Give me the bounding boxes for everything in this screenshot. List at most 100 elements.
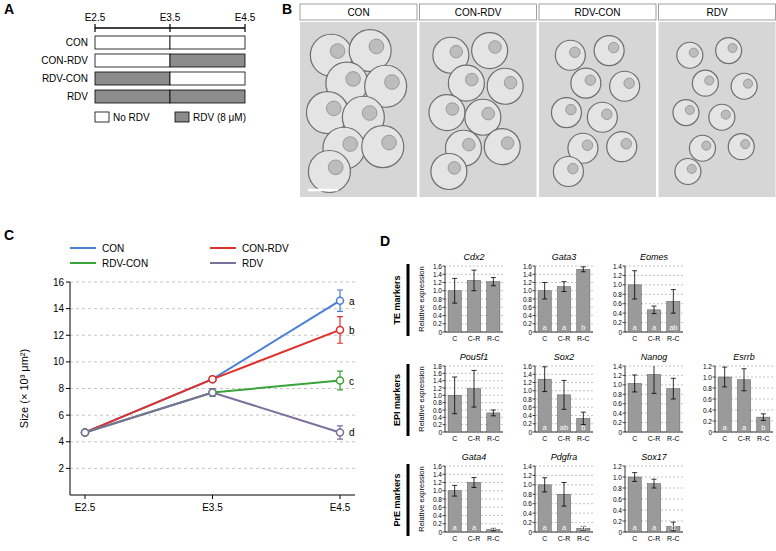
timepoint-tick bbox=[244, 24, 245, 32]
x-tick-label: R-C bbox=[577, 435, 589, 442]
series-line bbox=[85, 330, 340, 433]
image-header bbox=[300, 4, 417, 20]
point-circle bbox=[209, 389, 216, 396]
error-bar bbox=[452, 377, 457, 414]
embryo bbox=[551, 98, 581, 128]
legend-line bbox=[210, 262, 236, 264]
y-tick-label: 0.6 bbox=[703, 396, 712, 403]
y-tick-label: 0.2 bbox=[433, 320, 442, 327]
y-tick-label: 1.6 bbox=[433, 370, 442, 377]
embryo bbox=[607, 132, 637, 162]
significance-letter: b bbox=[581, 523, 585, 532]
y-tick-label: 1.2 bbox=[703, 363, 712, 370]
y-tick-label: 0.8 bbox=[523, 296, 532, 303]
error-bar bbox=[562, 282, 567, 292]
embryo-detail bbox=[624, 78, 635, 89]
embryo bbox=[553, 157, 583, 187]
error-bar bbox=[337, 426, 343, 439]
error-bar bbox=[562, 483, 567, 507]
y-tick bbox=[66, 468, 70, 469]
significance-letter: a bbox=[543, 323, 548, 332]
error-bar bbox=[671, 522, 676, 531]
y-tick bbox=[66, 388, 70, 389]
row-label: RDV-CON bbox=[42, 73, 88, 84]
y-tick-label: 1.0 bbox=[703, 374, 712, 381]
figure: ABCDE2.5E3.5E4.5CONCON-RDVRDV-CONRDVNo R… bbox=[0, 0, 776, 551]
y-tick-label: 1.2 bbox=[523, 379, 532, 386]
y-axis bbox=[445, 466, 446, 532]
grid-line bbox=[445, 474, 503, 475]
embryo-detail bbox=[504, 76, 517, 89]
bar-chart: Sox200.20.40.60.81.01.21.41.6CC-RR-Caabb bbox=[523, 352, 593, 442]
image-label: CON-RDV bbox=[455, 7, 502, 18]
x-tick-label: R-C bbox=[757, 435, 769, 442]
significance-letter: a bbox=[472, 523, 477, 532]
x-tick-label: C-R bbox=[648, 335, 660, 342]
significance-letter: ab bbox=[560, 423, 568, 432]
y-tick-label: 1.4 bbox=[523, 271, 532, 278]
embryo-detail bbox=[465, 73, 478, 86]
legend-line bbox=[210, 247, 236, 249]
significance-letter: c bbox=[349, 376, 354, 387]
series-line bbox=[85, 392, 340, 432]
chart-title: Pdgfra bbox=[551, 452, 578, 462]
embryo-detail bbox=[608, 42, 619, 53]
y-tick-label: 1.8 bbox=[433, 363, 442, 370]
embryo-detail bbox=[385, 75, 400, 90]
y-tick-label: 1.0 bbox=[613, 474, 622, 481]
x-tick-label: C bbox=[452, 535, 457, 542]
y-tick-label: 1.6 bbox=[523, 263, 532, 270]
embryo-detail bbox=[446, 103, 459, 116]
significance-letter: a bbox=[349, 296, 355, 307]
embryo-detail bbox=[741, 140, 750, 149]
y-tick-label: 0.2 bbox=[703, 418, 712, 425]
grid-line bbox=[70, 468, 355, 469]
y-tick-label: 4 bbox=[58, 436, 64, 447]
y-tick-label: 1.2 bbox=[523, 472, 532, 479]
point-circle bbox=[82, 429, 89, 436]
error-bar bbox=[542, 478, 547, 492]
y-tick-label: 1.0 bbox=[523, 481, 532, 488]
significance-letter: b bbox=[581, 423, 585, 432]
y-tick-label: 0.6 bbox=[433, 407, 442, 414]
error-bar bbox=[671, 378, 676, 399]
embryo bbox=[594, 36, 624, 66]
grid-line bbox=[535, 466, 593, 467]
y-tick-label: 0 bbox=[528, 429, 532, 436]
significance-letter: b bbox=[671, 523, 675, 532]
y-tick-label: 0 bbox=[708, 429, 712, 436]
y-tick-label: 0.4 bbox=[433, 312, 442, 319]
significance-letter: a bbox=[723, 423, 728, 432]
x-tick-label: C bbox=[452, 435, 457, 442]
error-bar bbox=[210, 389, 216, 397]
plot-area bbox=[718, 367, 770, 432]
embryo-detail bbox=[621, 138, 632, 149]
grid-line bbox=[535, 266, 593, 267]
embryo-detail bbox=[585, 75, 596, 86]
significance-letter: a bbox=[543, 523, 548, 532]
x-tick-label: R-C bbox=[577, 535, 589, 542]
x-tick-label: C bbox=[632, 535, 637, 542]
embryo bbox=[308, 151, 350, 193]
y-tick-label: 1.2 bbox=[613, 372, 622, 379]
embryo bbox=[555, 40, 585, 70]
y-axis-label: Size (× 10³ μm²) bbox=[18, 349, 30, 428]
significance-letter: a bbox=[633, 523, 638, 532]
y-tick-label: 10 bbox=[53, 356, 65, 367]
group-bar bbox=[407, 364, 410, 436]
bar-chart: Cdx2Relative expression00.20.40.60.81.01… bbox=[417, 252, 503, 342]
bar-chart: Eomes00.20.40.60.81.01.21.4CC-RR-Caaab bbox=[613, 252, 683, 342]
y-tick-label: 0.8 bbox=[433, 296, 442, 303]
y-tick-label: 1.4 bbox=[433, 271, 442, 278]
y-tick-label: 0.2 bbox=[613, 419, 622, 426]
y-axis bbox=[715, 366, 716, 432]
plot-area bbox=[538, 267, 590, 332]
error-bar bbox=[632, 271, 637, 299]
embryo bbox=[675, 159, 701, 185]
significance-letter: a bbox=[652, 523, 657, 532]
x-tick-label: C bbox=[542, 435, 547, 442]
chart-title: Eomes bbox=[640, 252, 669, 262]
grid-line bbox=[625, 275, 683, 276]
image-placeholder bbox=[659, 22, 776, 197]
legend-label: CON bbox=[102, 243, 124, 254]
